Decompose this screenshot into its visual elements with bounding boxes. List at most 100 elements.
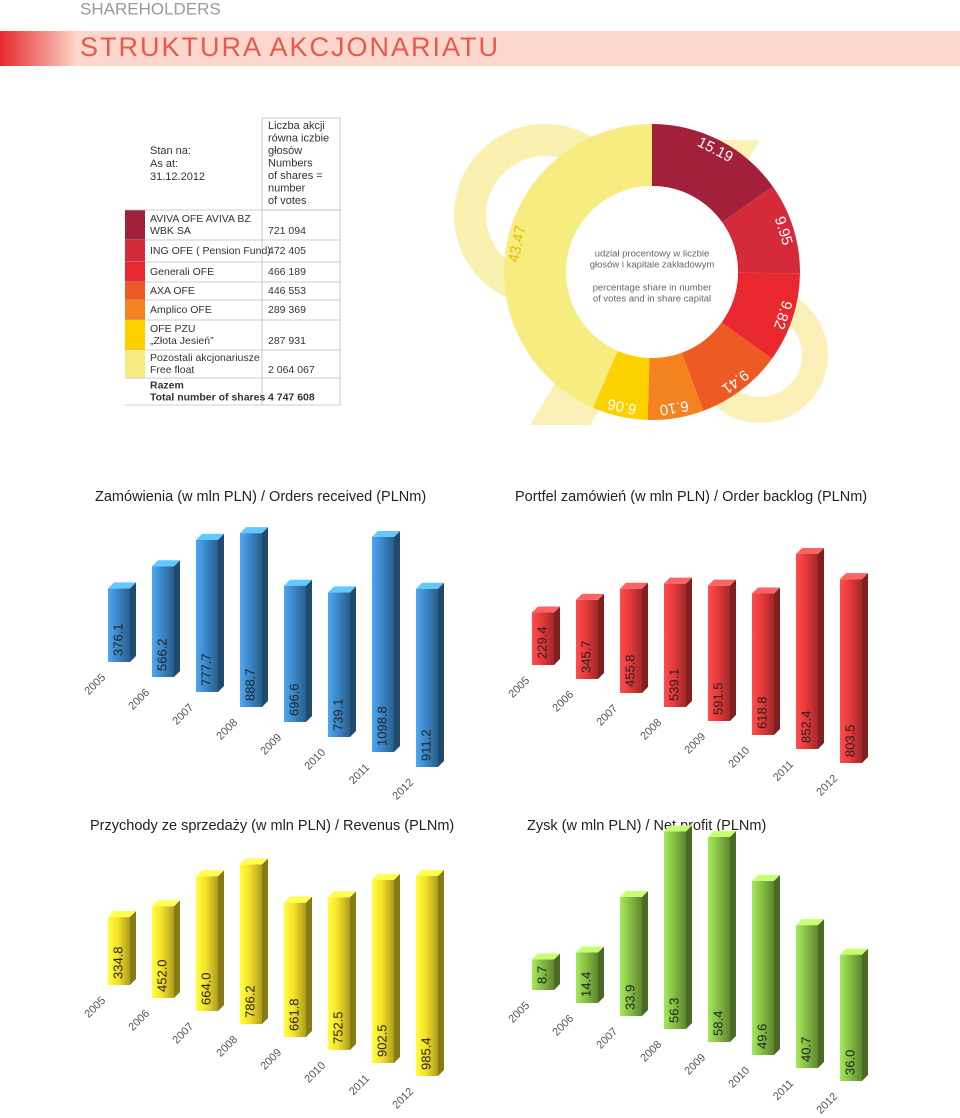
bar-side bbox=[818, 548, 824, 749]
donut-segment bbox=[652, 124, 773, 223]
bar-side bbox=[730, 579, 736, 721]
donut-center-text: udział procentowy w liczbie bbox=[595, 249, 710, 260]
bar-side bbox=[394, 531, 400, 752]
x-tick-label: 2008 bbox=[638, 1039, 664, 1065]
bar-side bbox=[306, 579, 312, 722]
value-label: 852.4 bbox=[798, 710, 813, 743]
bar-top bbox=[752, 587, 780, 594]
bar-top bbox=[416, 870, 444, 876]
value-label: 455.8 bbox=[622, 654, 637, 687]
bar-side bbox=[818, 919, 824, 1068]
bar-top bbox=[840, 573, 868, 580]
bar-side bbox=[438, 582, 444, 767]
table-head-text: 31.12.2012 bbox=[150, 171, 205, 183]
bar-side bbox=[598, 946, 604, 1003]
bar bbox=[708, 585, 730, 721]
value-label: 985.4 bbox=[418, 1037, 433, 1070]
x-tick-label: 2010 bbox=[302, 1060, 328, 1086]
value-label: 888.7 bbox=[242, 668, 257, 701]
table-head-text: number bbox=[268, 182, 306, 194]
value-label: 56.3 bbox=[666, 998, 681, 1023]
bar-side bbox=[262, 858, 268, 1024]
bar-top bbox=[708, 831, 736, 837]
bar bbox=[752, 880, 774, 1055]
bar-top bbox=[708, 579, 736, 586]
donut-segment bbox=[721, 272, 800, 359]
kicker: SHAREHOLDERS bbox=[80, 0, 221, 18]
value-label: 334.8 bbox=[110, 946, 125, 979]
value-label: 376.1 bbox=[110, 623, 125, 656]
donut-center-text: of votes and in share capital bbox=[593, 294, 711, 305]
value-label: 786.2 bbox=[242, 985, 257, 1018]
table-head-text: Numbers bbox=[268, 157, 313, 169]
row-name: Amplico OFE bbox=[150, 304, 212, 316]
x-tick-label: 2009 bbox=[682, 1052, 708, 1078]
bar-side bbox=[350, 891, 356, 1050]
row-swatch bbox=[125, 262, 145, 282]
row-swatch bbox=[125, 350, 145, 378]
bar-side bbox=[598, 593, 604, 679]
donut-hole bbox=[566, 186, 738, 358]
header-accent bbox=[0, 31, 75, 66]
bar bbox=[664, 583, 686, 707]
bar bbox=[620, 897, 642, 1016]
value-label: 49.6 bbox=[754, 1024, 769, 1049]
x-tick-label: 2007 bbox=[170, 702, 196, 728]
value-label: 777.7 bbox=[198, 653, 213, 686]
bar bbox=[576, 952, 598, 1003]
x-tick-label: 2006 bbox=[126, 1008, 152, 1034]
chart-title: Zamówienia (w mln PLN) / Orders received… bbox=[95, 489, 426, 505]
bar bbox=[152, 566, 174, 677]
bar-top bbox=[664, 577, 692, 584]
bar-side bbox=[686, 825, 692, 1029]
x-tick-label: 2005 bbox=[506, 1000, 532, 1026]
bar bbox=[152, 906, 174, 998]
table-head-text: równa iczbie bbox=[268, 132, 329, 144]
bar-side bbox=[306, 896, 312, 1037]
value-label: 36.0 bbox=[842, 1050, 857, 1075]
bar-side bbox=[394, 873, 400, 1063]
row-name: Razem bbox=[150, 379, 184, 391]
x-tick-label: 2009 bbox=[682, 731, 708, 757]
value-label: 452.0 bbox=[154, 959, 169, 992]
row-swatch bbox=[125, 210, 145, 240]
bar-side bbox=[438, 870, 444, 1076]
x-tick-label: 2007 bbox=[170, 1021, 196, 1047]
x-tick-label: 2010 bbox=[726, 745, 752, 771]
bar-top bbox=[796, 548, 824, 554]
x-tick-label: 2012 bbox=[814, 773, 840, 799]
row-value: 2 064 067 bbox=[268, 364, 315, 376]
bar-top bbox=[664, 825, 692, 832]
value-label: 345.7 bbox=[578, 640, 593, 673]
value-label: 591.5 bbox=[710, 682, 725, 715]
row-name: OFE PZU bbox=[150, 323, 196, 335]
bar-side bbox=[862, 573, 868, 763]
row-name: Pozostali akcjonariusze bbox=[150, 352, 260, 364]
x-tick-label: 2010 bbox=[726, 1065, 752, 1091]
bar bbox=[416, 876, 438, 1076]
row-name: Free float bbox=[150, 364, 194, 376]
x-tick-label: 2011 bbox=[771, 759, 796, 784]
bar-side bbox=[774, 587, 780, 735]
x-tick-label: 2012 bbox=[814, 1091, 840, 1117]
bar-side bbox=[642, 582, 648, 693]
bar-side bbox=[218, 870, 224, 1011]
bar-top bbox=[196, 533, 224, 540]
row-name: Generali OFE bbox=[150, 266, 214, 278]
row-name: ING OFE ( Pension Fund) bbox=[150, 245, 271, 257]
bar-side bbox=[686, 577, 692, 707]
bar-top bbox=[328, 586, 356, 593]
donut-label: 6.06 bbox=[606, 395, 638, 418]
bar-side bbox=[174, 900, 180, 998]
x-tick-label: 2012 bbox=[390, 1086, 416, 1112]
x-tick-label: 2008 bbox=[214, 1034, 240, 1060]
donut-segment bbox=[504, 124, 652, 408]
bar-side bbox=[774, 874, 780, 1055]
bar-side bbox=[130, 582, 136, 662]
row-swatch bbox=[125, 240, 145, 262]
bar-top bbox=[372, 531, 400, 537]
bar bbox=[284, 585, 306, 722]
value-label: 14.4 bbox=[578, 972, 593, 997]
row-value: 446 553 bbox=[268, 285, 306, 297]
